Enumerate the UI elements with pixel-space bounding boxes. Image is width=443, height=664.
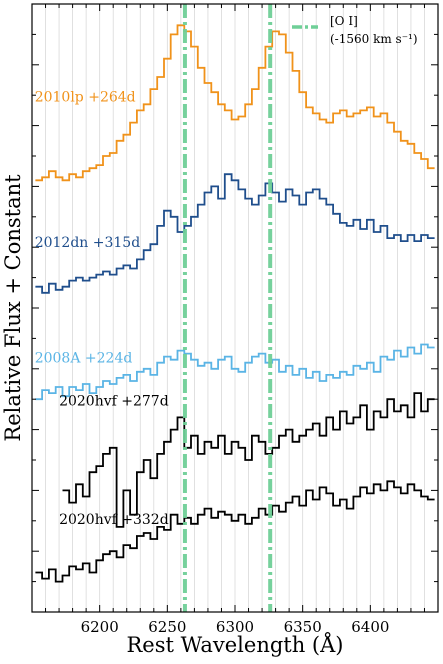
series-label: 2020hvf +277d [59, 393, 169, 409]
series-label: 2012dn +315d [35, 235, 141, 251]
series-line-2012dn-315d [35, 173, 435, 294]
axis-ticks: 6200 6250 6300 6350 6400 [32, 3, 438, 636]
series-line-2020hvf-332d [35, 480, 435, 583]
series-line-2008a-224d [35, 343, 435, 401]
x-axis-title: Rest Wavelength (Å) [126, 632, 343, 657]
series-labels: 2010lp +264d 2012dn +315d 2008A +224d 2020h… [35, 89, 169, 528]
legend-sublabel: (-1560 km s⁻¹) [330, 32, 418, 46]
series-line-2010lp-264d [35, 24, 435, 182]
legend: [O I] (-1560 km s⁻¹) [292, 14, 418, 46]
legend-label: [O I] [330, 14, 358, 28]
series-label: 2010lp +264d [35, 89, 136, 105]
x-tick-label: 6200 [81, 618, 119, 636]
oi-reference-lines [182, 4, 273, 612]
y-axis-title: Relative Flux + Constant [1, 174, 25, 442]
x-tick-label: 6250 [148, 618, 186, 636]
x-tick-label: 6350 [284, 618, 322, 636]
series-label: 2020hvf +332d [59, 512, 169, 528]
x-tick-label: 6400 [351, 618, 389, 636]
series-lines [35, 24, 435, 583]
grid-lines [45, 4, 425, 612]
series-line-2020hvf-277d [62, 392, 435, 528]
x-tick-label: 6300 [216, 618, 254, 636]
series-label: 2008A +224d [35, 351, 133, 367]
